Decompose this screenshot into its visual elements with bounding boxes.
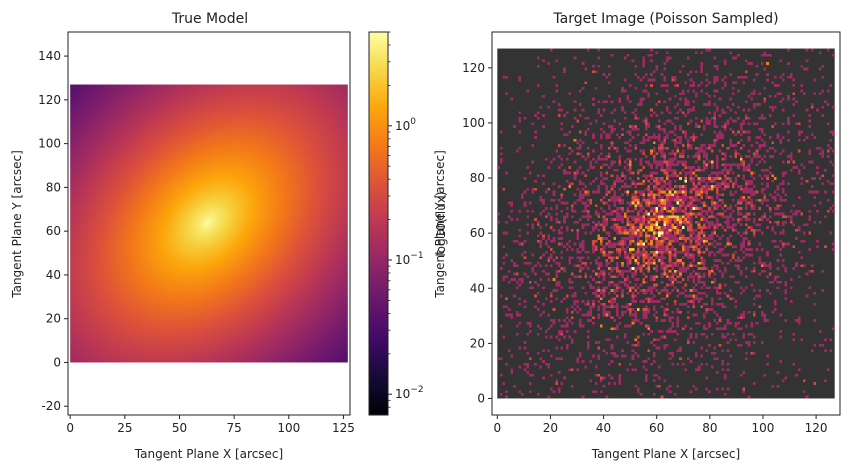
target-image-y-tick-label: 40 [470, 281, 485, 295]
target-image-y-tick-label: 100 [462, 116, 485, 130]
target-image-title: Target Image (Poisson Sampled) [552, 11, 778, 27]
true-model-title: True Model [171, 11, 248, 27]
true-model-y-tick-label: 80 [46, 180, 61, 194]
target-image-x-tick-label: 120 [805, 421, 828, 435]
target-image-y-tick-label: 60 [470, 226, 485, 240]
target-image-x-tick-label: 100 [752, 421, 775, 435]
target-image-x-tick-label: 40 [596, 421, 611, 435]
colorbar-ticks: 100 10−1 10−2 [388, 31, 424, 408]
true-model-x-ticks: 0 25 50 75 100 125 [66, 415, 355, 435]
colorbar-label: log10(flux) [434, 191, 448, 256]
true-model-image [70, 84, 348, 363]
true-model-x-tick-label: 0 [66, 421, 74, 435]
colorbar-fill [369, 32, 388, 415]
target-image-y-tick-label: 20 [470, 336, 485, 350]
true-model-y-ticks: -20 0 20 40 60 80 100 120 140 [38, 49, 68, 413]
true-model-x-label: Tangent Plane X [arcsec] [134, 447, 283, 461]
colorbar: 100 10−1 10−2 log10(flux) [368, 31, 448, 416]
true-model-x-tick-label: 75 [226, 421, 241, 435]
colorbar-tick-label: 10−2 [395, 385, 424, 401]
true-model-x-tick-label: 125 [332, 421, 355, 435]
colorbar-frame [368, 31, 389, 416]
target-image-x-tick-label: 20 [543, 421, 558, 435]
true-model-y-tick-label: 20 [46, 312, 61, 326]
target-image-x-tick-label: 0 [493, 421, 501, 435]
target-image-y-label: Tangent Plane Y [arcsec] [433, 150, 447, 299]
target-image-panel: Target Image (Poisson Sampled) 0 20 40 60 80… [433, 11, 841, 461]
true-model-y-label: Tangent Plane Y [arcsec] [10, 150, 24, 299]
target-image-y-tick-label: 80 [470, 171, 485, 185]
target-image-axes-frame [491, 31, 841, 416]
true-model-y-tick-label: 0 [53, 355, 61, 369]
true-model-y-tick-label: 100 [38, 137, 61, 151]
target-image-x-tick-label: 60 [649, 421, 664, 435]
true-model-axes-frame [67, 31, 351, 416]
target-image-y-ticks: 0 20 40 60 80 100 120 [462, 61, 492, 405]
true-model-y-tick-label: 140 [38, 49, 61, 63]
target-image-x-tick-label: 80 [702, 421, 717, 435]
true-model-y-tick-label: 40 [46, 268, 61, 282]
target-image-x-label: Tangent Plane X [arcsec] [591, 447, 740, 461]
true-model-y-tick-label: 60 [46, 224, 61, 238]
colorbar-tick-label: 100 [395, 117, 416, 133]
true-model-y-tick-label: -20 [41, 399, 61, 413]
true-model-x-tick-label: 50 [172, 421, 187, 435]
target-image-counts [497, 48, 835, 399]
colorbar-tick-label: 10−1 [395, 251, 424, 267]
true-model-x-tick-label: 25 [117, 421, 132, 435]
true-model-y-tick-label: 120 [38, 93, 61, 107]
true-model-x-tick-label: 100 [277, 421, 300, 435]
target-image-y-tick-label: 120 [462, 61, 485, 75]
target-image-y-tick-label: 0 [477, 391, 485, 405]
true-model-panel: True Model 0 25 50 75 100 125 -20 0 20 40 60 80 100… [10, 11, 355, 461]
target-image-x-ticks: 0 20 40 60 80 100 120 [493, 415, 828, 435]
